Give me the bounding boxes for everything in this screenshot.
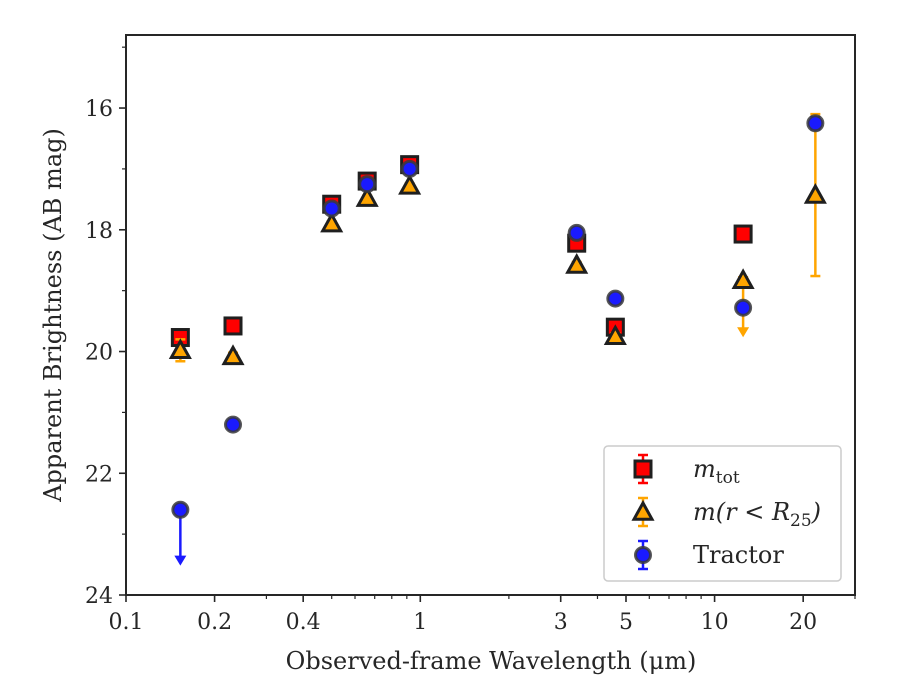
- x-tick-label: 3: [554, 610, 568, 635]
- series-2: [171, 114, 825, 566]
- x-tick-label: 10: [701, 610, 729, 635]
- data-point-circle: [606, 289, 625, 308]
- legend-label: Tractor: [693, 541, 784, 569]
- axes-frame: [125, 34, 856, 596]
- data-point-triangle: [320, 211, 344, 233]
- y-tick-label: 22: [85, 462, 113, 487]
- data-point-circle: [806, 114, 825, 133]
- data-point-circle: [567, 223, 586, 242]
- legend: mtot m(r < R25) Tractor: [603, 445, 842, 582]
- legend-marker-circle: [634, 546, 652, 564]
- data-point-triangle: [355, 186, 379, 207]
- x-tick-label: 5: [619, 610, 633, 635]
- data-point-triangle: [565, 252, 589, 274]
- data-point-triangle: [398, 173, 422, 195]
- x-tick-label: 20: [789, 610, 817, 635]
- y-tick-label: 16: [85, 97, 113, 122]
- data-point-circle: [400, 159, 419, 178]
- legend-label: mtot: [693, 455, 740, 488]
- y-tick-label: 20: [85, 341, 113, 366]
- data-point-triangle: [803, 182, 827, 204]
- data-point-circle: [358, 175, 377, 194]
- y-tick-label: 24: [85, 584, 113, 609]
- data-point-square: [733, 224, 753, 244]
- data-point-circle: [734, 298, 753, 317]
- upper-limit-arrow: [174, 555, 187, 566]
- data-point-triangle: [603, 324, 627, 346]
- y-axis-label: Apparent Brightness (AB mag): [39, 128, 67, 503]
- data-point-circle: [171, 500, 190, 519]
- x-tick-label: 0.4: [286, 610, 321, 635]
- data-point-triangle: [221, 344, 245, 366]
- series-1: [168, 112, 827, 366]
- axes: 0.1 0.2 0.4 1 3 5 10 20 16 18 20 22 24: [85, 34, 856, 635]
- y-tick-label: 18: [85, 219, 113, 244]
- legend-label: m(r < R25): [693, 498, 821, 531]
- legend-marker-square: [633, 459, 653, 479]
- x-tick-label: 0.1: [109, 610, 144, 635]
- series-0: [170, 155, 753, 348]
- x-tick-label: 0.2: [197, 610, 232, 635]
- legend-box: [603, 445, 842, 582]
- x-axis-label: Observed-frame Wavelength (μm): [286, 647, 697, 675]
- data-point-square: [223, 316, 243, 336]
- data-point-circle: [322, 199, 341, 218]
- data-point-circle: [224, 415, 243, 434]
- upper-limit-arrow: [737, 327, 750, 338]
- x-tick-label: 1: [413, 610, 427, 635]
- data-point-triangle: [168, 338, 192, 360]
- legend-marker-triangle: [631, 499, 655, 521]
- data-point-triangle: [731, 268, 755, 290]
- plot-area: [168, 112, 827, 566]
